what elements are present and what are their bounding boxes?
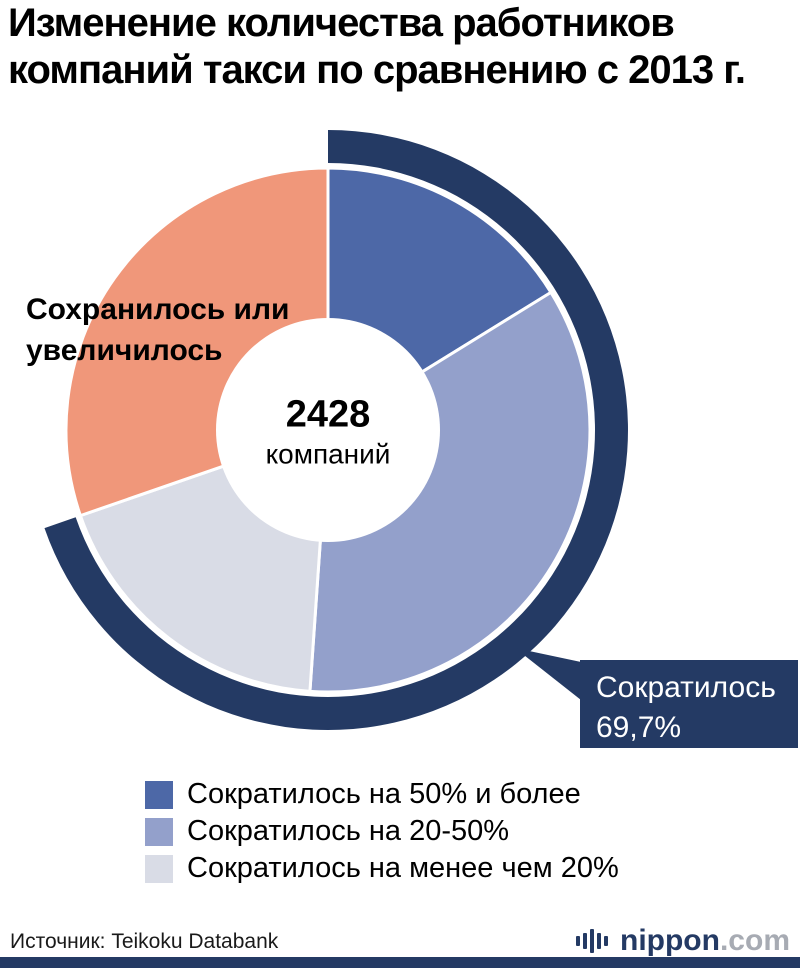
legend-item-decrease-under-20: Сократилось на менее чем 20% <box>145 854 619 883</box>
legend-swatch <box>145 780 173 809</box>
logo-name: nippon <box>620 924 720 957</box>
total-companies-value: 2428 <box>285 393 371 436</box>
legend-label: Сократилось на менее чем 20% <box>187 852 619 884</box>
legend-swatch <box>145 854 173 883</box>
callout-arrow-icon <box>515 648 581 700</box>
logo-tld: .com <box>719 924 790 957</box>
callout-line1: Сократилось <box>596 671 776 704</box>
legend-item-decrease-20-50: Сократилось на 20-50% <box>145 817 619 846</box>
legend-swatch <box>145 817 173 846</box>
donut-chart <box>44 130 628 730</box>
bottom-accent-bar <box>0 957 800 968</box>
source-note: Источник: Teikoku Databank <box>10 930 279 953</box>
legend-item-decrease-50-plus: Сократилось на 50% и более <box>145 780 619 809</box>
donut-hole <box>216 318 440 542</box>
chart-title: Изменение количества работников компаний… <box>8 1 746 92</box>
kept-or-increased-label: Сохранилось или увеличилось <box>26 293 290 367</box>
legend: Сократилось на 50% и более Сократилось н… <box>145 780 619 891</box>
donut-center-label: 2428 компаний <box>266 393 391 470</box>
pie-slice-1 <box>308 290 592 694</box>
callout-text: Сократилось 69,7% <box>580 660 798 748</box>
total-companies-unit: компаний <box>265 438 391 470</box>
nippon-logo: nippon .com <box>576 924 790 958</box>
decreased-callout: Сократилось 69,7% <box>515 648 798 748</box>
legend-label: Сократилось на 50% и более <box>187 778 581 810</box>
callout-line2: 69,7% <box>596 710 682 744</box>
nippon-logo-icon <box>576 929 611 953</box>
legend-label: Сократилось на 20-50% <box>187 815 510 847</box>
